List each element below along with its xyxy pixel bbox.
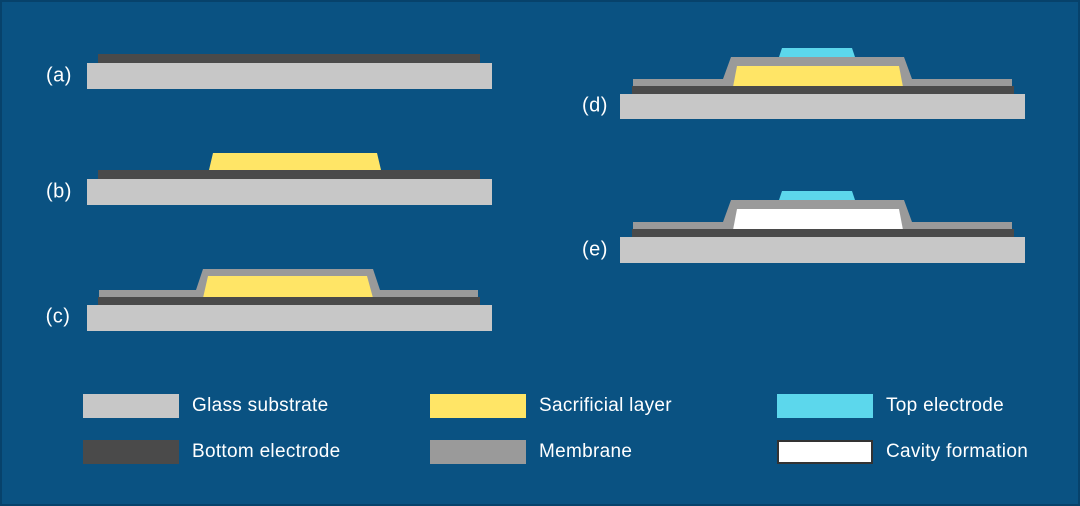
legend-item-top-electrode: Top electrode xyxy=(777,394,1004,418)
legend-label-sacrificial-layer: Sacrificial layer xyxy=(539,395,672,416)
legend-swatch-membrane xyxy=(430,440,526,464)
legend-label-top-electrode: Top electrode xyxy=(886,395,1004,416)
legend-item-bottom-electrode: Bottom electrode xyxy=(83,440,340,464)
glass-substrate-shape xyxy=(620,94,1025,119)
panel-b-diagram xyxy=(87,153,492,205)
panel-label-a: (a) xyxy=(46,64,72,87)
glass-substrate-shape xyxy=(620,237,1025,263)
bottom-electrode-shape xyxy=(98,170,480,179)
legend-swatch-bottom-electrode xyxy=(83,440,179,464)
legend-swatch-cavity-formation xyxy=(777,440,873,464)
bottom-electrode-shape xyxy=(98,54,480,63)
panel-a-diagram xyxy=(87,54,492,89)
legend-item-membrane: Membrane xyxy=(430,440,632,464)
legend-label-membrane: Membrane xyxy=(539,441,633,462)
panel-label-b: (b) xyxy=(46,180,72,203)
glass-substrate-shape xyxy=(87,179,492,205)
panel-label-d: (d) xyxy=(582,94,608,117)
sacrificial-layer-shape xyxy=(209,153,381,170)
top-electrode-shape xyxy=(779,191,855,200)
legend-label-glass-substrate: Glass substrate xyxy=(192,395,329,416)
legend-item-cavity-formation: Cavity formation xyxy=(777,440,1028,464)
legend-swatch-glass-substrate xyxy=(83,394,179,418)
glass-substrate-shape xyxy=(87,305,492,331)
panel-label-e: (e) xyxy=(582,238,608,261)
glass-substrate-shape xyxy=(87,63,492,89)
bottom-electrode-shape xyxy=(98,297,480,305)
legend-label-cavity-formation: Cavity formation xyxy=(886,441,1029,462)
legend-label-bottom-electrode: Bottom electrode xyxy=(192,441,341,462)
panel-label-c: (c) xyxy=(45,305,71,328)
legend-item-sacrificial-layer: Sacrificial layer xyxy=(430,394,672,418)
bottom-electrode-shape xyxy=(632,86,1014,94)
panel-c-diagram xyxy=(87,269,492,331)
legend-swatch-sacrificial-layer xyxy=(430,394,526,418)
panel-e-diagram xyxy=(620,191,1025,263)
legend-item-glass-substrate: Glass substrate xyxy=(83,394,329,418)
sacrificial-layer-shape xyxy=(203,276,373,298)
bottom-electrode-shape xyxy=(632,229,1014,237)
legend-swatch-top-electrode xyxy=(777,394,873,418)
cavity-shape xyxy=(733,209,903,230)
top-electrode-shape xyxy=(779,48,855,57)
sacrificial-layer-shape xyxy=(733,66,903,87)
panel-d-diagram xyxy=(620,48,1025,119)
